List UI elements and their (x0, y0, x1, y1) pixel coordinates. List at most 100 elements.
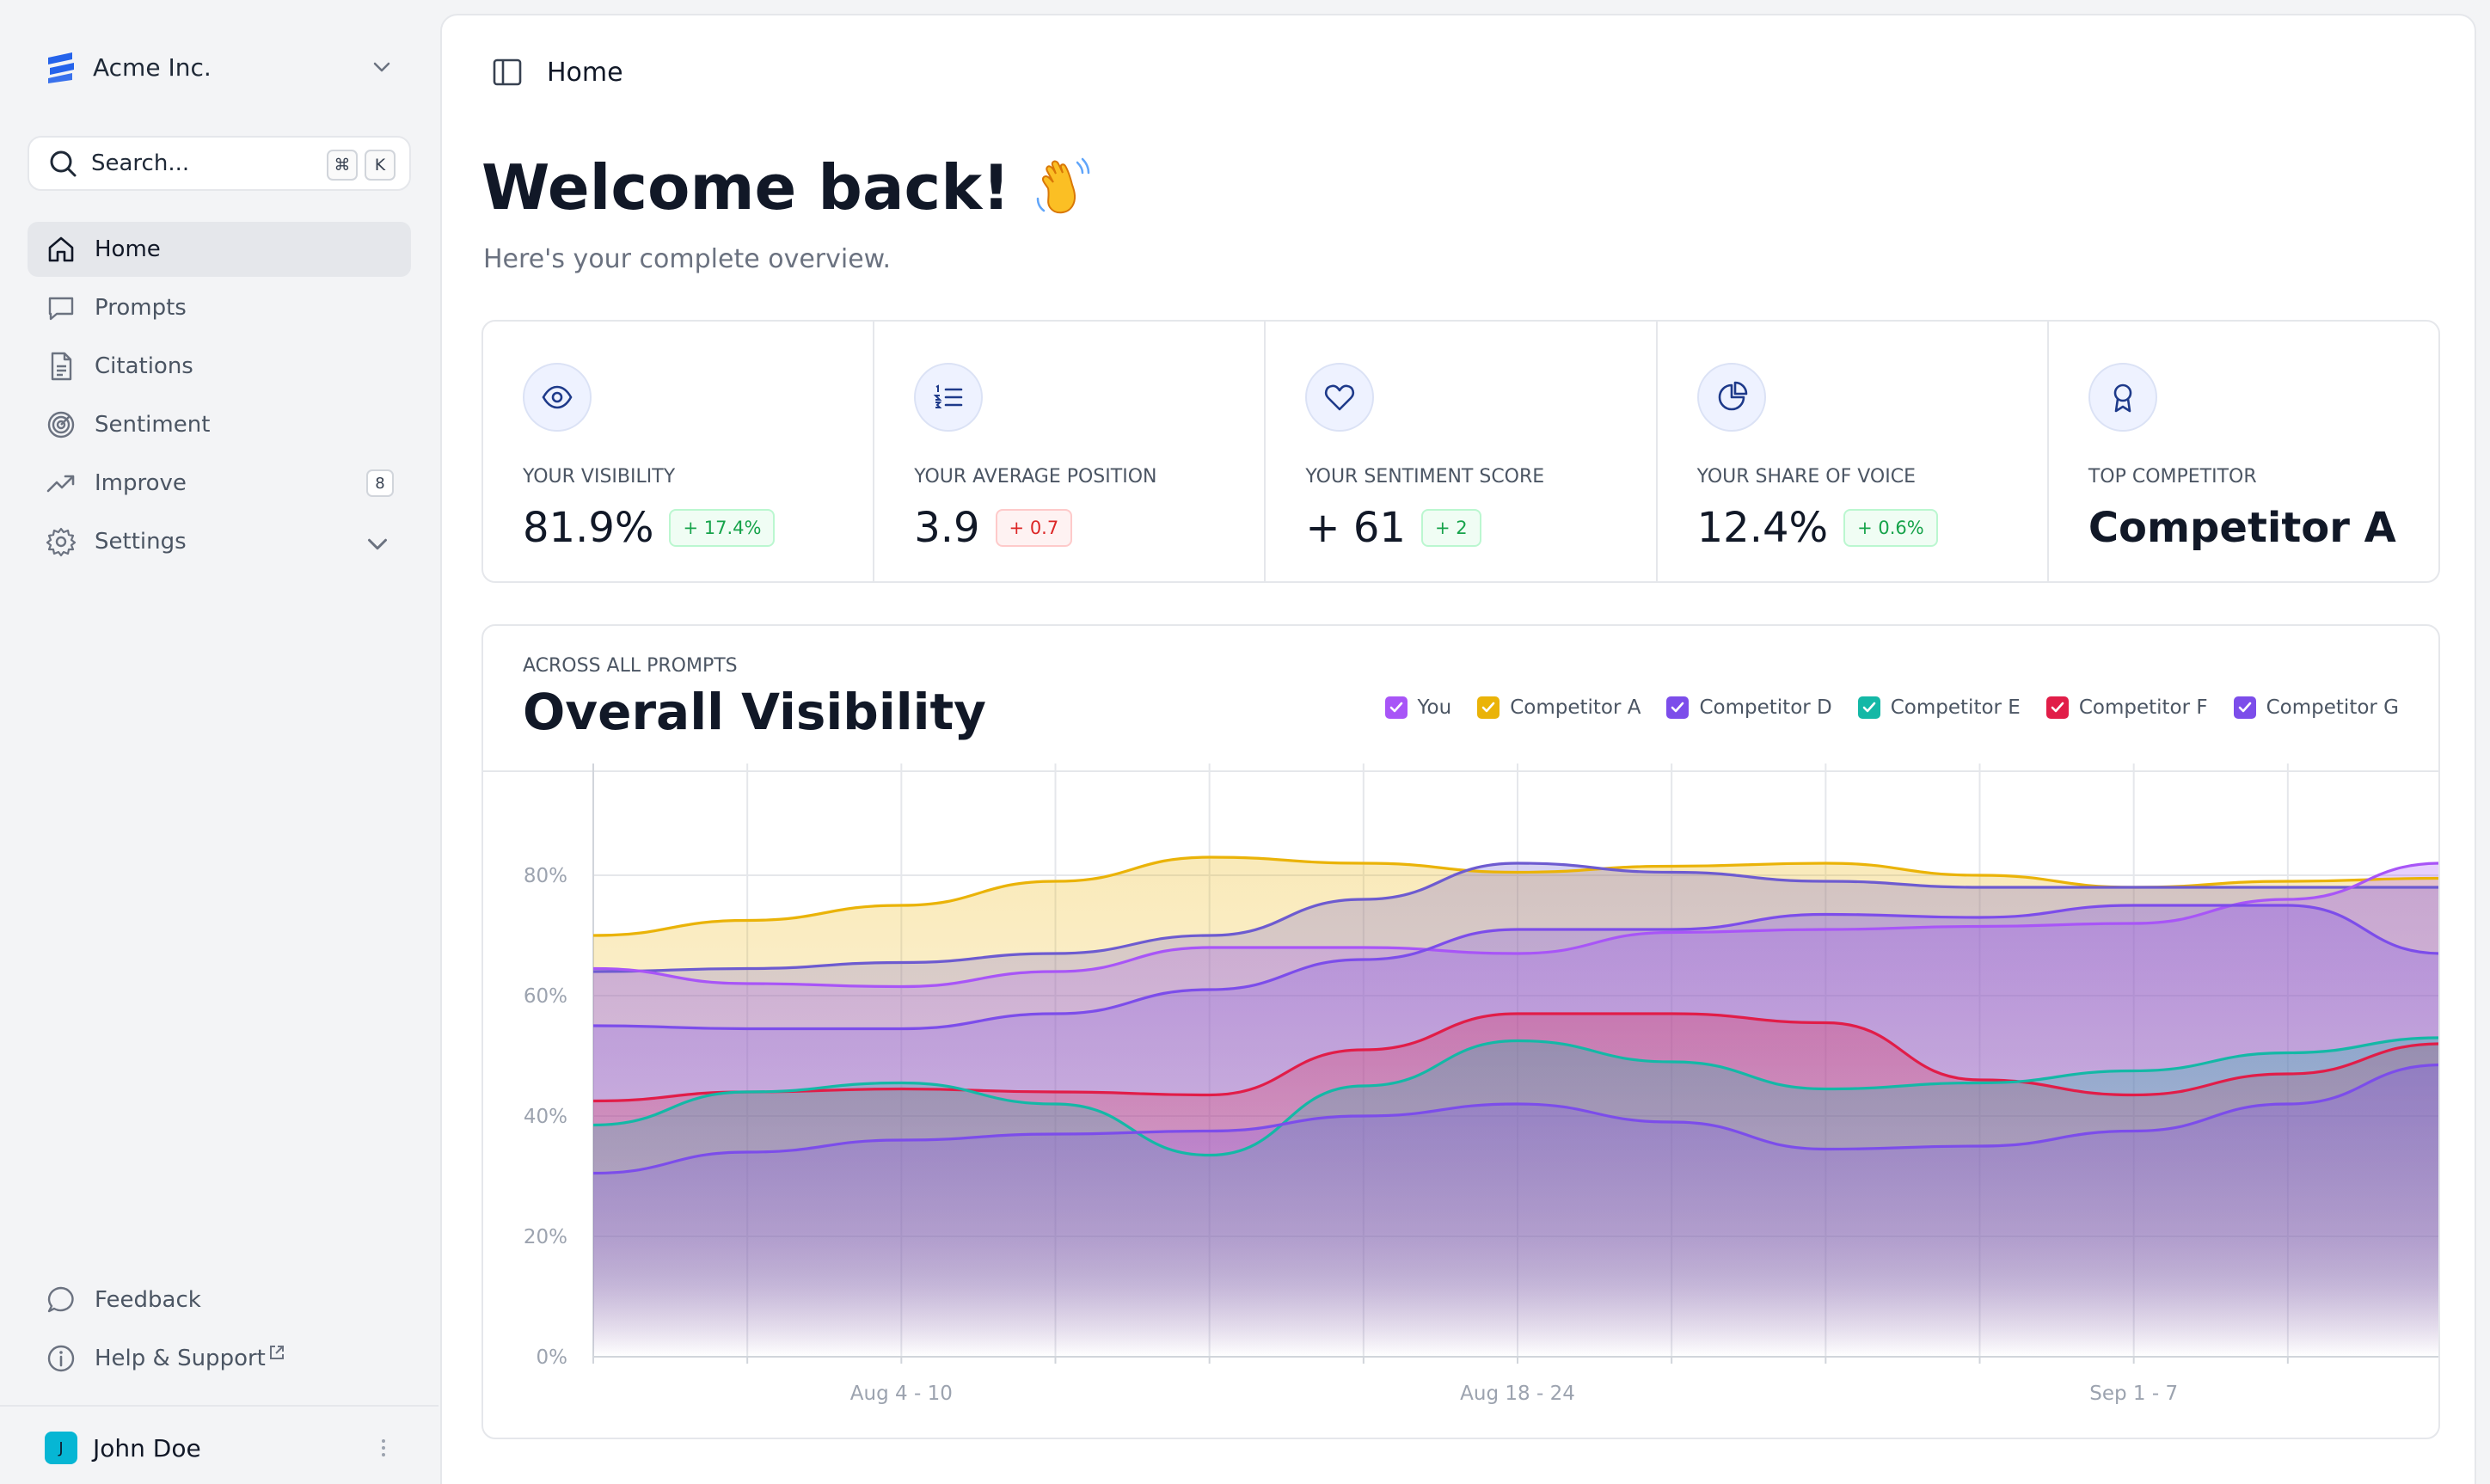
stat-delta-badge: + 2 (1420, 509, 1481, 547)
stat-label: Your share of voice (1696, 466, 1916, 488)
legend-label: Competitor E (1890, 696, 2021, 719)
stat-delta-badge: + 17.4% (669, 509, 776, 547)
stat-card-average-position: Your average position 3.9 + 0.7 (874, 322, 1266, 581)
nav-item-home[interactable]: Home (28, 222, 411, 277)
x-tick-label: Aug 18 - 24 (1460, 1383, 1575, 1405)
stat-icon-wrap (1696, 363, 1766, 432)
stat-delta-badge: + 0.6% (1843, 509, 1938, 547)
feedback-link[interactable]: Feedback (28, 1272, 411, 1328)
stat-value-row: + 61 + 2 (1305, 504, 1481, 552)
legend-item-competitor-g[interactable]: Competitor G (2233, 696, 2399, 719)
chevron-down-icon (373, 62, 390, 72)
chevron-down-icon (368, 538, 387, 550)
y-tick-label: 40% (524, 1106, 567, 1128)
search-input[interactable]: Search... ⌘ K (28, 136, 411, 191)
legend-item-competitor-e[interactable]: Competitor E (1857, 696, 2021, 719)
heart-icon (1325, 384, 1355, 411)
legend-item-you[interactable]: You (1384, 696, 1452, 719)
visibility-chart: 0% 20% 40% 60% 80% Aug 4 - 10 Aug 18 - 24 Sep 1… (524, 763, 2438, 1405)
chart-overline: Across all prompts (523, 655, 738, 677)
x-tick-label: Sep 1 - 7 (2089, 1383, 2178, 1405)
stat-value: 12.4% (1696, 504, 1829, 552)
line-you (592, 862, 2438, 989)
y-tick-label: 80% (524, 865, 567, 887)
checkbox-checked-icon (2045, 696, 2069, 719)
sidebar-toggle-icon[interactable] (490, 55, 524, 89)
welcome-text: Welcome back! (481, 151, 1010, 224)
y-tick-label: 60% (524, 985, 567, 1008)
legend-label: You (1417, 696, 1452, 719)
x-tick-label: Aug 4 - 10 (850, 1383, 953, 1405)
stat-icon-wrap (523, 363, 592, 432)
legend-label: Competitor F (2078, 696, 2208, 719)
line-competitor-e (592, 1036, 2438, 1157)
stat-card-share-of-voice: Your share of voice 12.4% + 0.6% (1658, 322, 2049, 581)
top-bar: Home (490, 53, 623, 91)
area-competitor-d-lower- (593, 1064, 2438, 1357)
page-title: Welcome back! (481, 151, 1096, 224)
improve-count-badge: 8 (366, 469, 394, 497)
nav-item-citations[interactable]: Citations (28, 339, 411, 394)
home-icon (48, 236, 74, 262)
line-competitor-f (592, 1012, 2438, 1103)
line-competitor-d-lower- (592, 1064, 2438, 1175)
stat-label: Top competitor (2088, 466, 2257, 488)
y-tick-label: 20% (524, 1226, 567, 1248)
checkbox-checked-icon (1384, 696, 1408, 719)
legend-label: Competitor G (2266, 696, 2399, 719)
trending-up-icon (46, 475, 75, 493)
message-square-icon (48, 297, 74, 321)
pie-chart-icon (1718, 381, 1747, 411)
breadcrumb-title: Home (547, 57, 623, 88)
stat-value-row: 12.4% + 0.6% (1697, 504, 1938, 552)
external-link-icon (269, 1346, 284, 1359)
gear-icon (46, 527, 77, 557)
legend-label: Competitor D (1699, 696, 1832, 719)
stat-value: 81.9% (523, 504, 654, 552)
stat-card-top-competitor: Top competitor Competitor A (2049, 322, 2438, 581)
legend-item-competitor-d[interactable]: Competitor D (1666, 696, 1832, 719)
org-switcher[interactable]: Acme Inc. (43, 48, 396, 86)
radar-icon (47, 411, 75, 438)
eye-icon (542, 385, 573, 409)
checkbox-checked-icon (2233, 696, 2256, 719)
nav-item-prompts[interactable]: Prompts (28, 280, 411, 335)
nav-label-improve: Improve (95, 470, 187, 496)
feedback-label: Feedback (95, 1287, 201, 1313)
help-support-label: Help & Support (95, 1346, 266, 1371)
visibility-chart-card: Across all prompts Overall Visibility Yo… (481, 624, 2440, 1439)
stat-icon-wrap (1305, 363, 1375, 432)
stat-card-sentiment: Your sentiment score + 61 + 2 (1266, 322, 1658, 581)
stat-icon-wrap (914, 363, 984, 432)
stats-row: Your visibility 81.9% + 17.4% Your avera… (481, 320, 2440, 583)
stat-delta-badge: + 0.7 (995, 509, 1073, 547)
stat-icon-wrap (2088, 363, 2157, 432)
nav-label-prompts: Prompts (95, 295, 187, 321)
help-support-link[interactable]: Help & Support (28, 1331, 411, 1386)
line-competitor-d (592, 904, 2438, 1031)
nav-item-improve[interactable]: Improve 8 (28, 456, 411, 511)
main-nav: Home Prompts Citations Sentiment Improve… (28, 222, 411, 573)
legend-item-competitor-f[interactable]: Competitor F (2045, 696, 2208, 719)
legend-item-competitor-a[interactable]: Competitor A (1477, 696, 1641, 719)
acme-logo-icon (48, 52, 74, 83)
stat-value: + 61 (1305, 504, 1406, 552)
stat-label: Your average position (914, 466, 1157, 488)
stat-card-visibility: Your visibility 81.9% + 17.4% (483, 322, 875, 581)
stat-value-row: 3.9 + 0.7 (914, 504, 1073, 552)
user-divider (0, 1405, 439, 1407)
y-tick-label: 0% (537, 1346, 568, 1369)
stat-label: Your visibility (523, 466, 676, 488)
more-vertical-icon[interactable] (370, 1434, 397, 1462)
search-icon (50, 150, 77, 177)
stat-value: 3.9 (914, 504, 980, 552)
legend-label: Competitor A (1510, 696, 1641, 719)
stat-value-row: Competitor A (2088, 504, 2396, 552)
user-menu[interactable]: J John Doe (45, 1431, 397, 1465)
nav-label-settings: Settings (95, 529, 187, 555)
user-name: John Doe (93, 1433, 201, 1463)
search-placeholder: Search... (91, 150, 190, 176)
nav-item-sentiment[interactable]: Sentiment (28, 397, 411, 452)
nav-item-settings[interactable]: Settings (28, 514, 411, 569)
chart-title: Overall Visibility (523, 683, 986, 741)
